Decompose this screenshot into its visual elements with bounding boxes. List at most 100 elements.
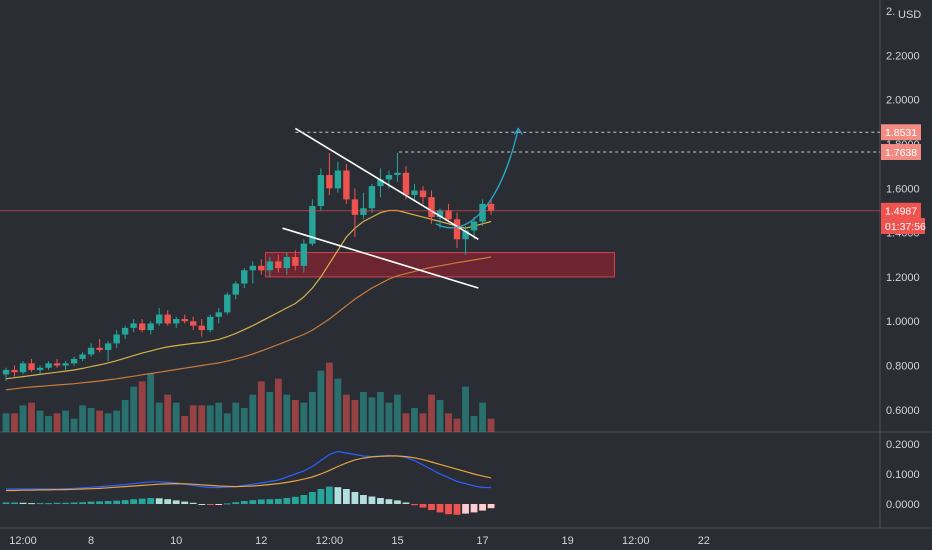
trendline: [294, 127, 479, 240]
candle: [249, 261, 256, 284]
volume-bar: [419, 413, 427, 432]
volume-bar: [172, 402, 180, 432]
macd-hist-bar: [274, 498, 282, 504]
volume-bar: [343, 394, 350, 432]
candle: [70, 356, 78, 366]
time-tick-label: 8: [88, 535, 94, 547]
candle-body: [198, 325, 205, 331]
time-tick-label: 12:00: [622, 535, 650, 547]
ma-fast-line: [5, 209, 492, 380]
candle: [198, 319, 205, 337]
candle-body: [428, 197, 435, 218]
time-tick-label: 12: [255, 535, 267, 547]
candle-body: [275, 261, 282, 269]
trendline: [282, 227, 479, 289]
macd-hist-bar: [181, 501, 189, 504]
macd-hist-bar: [62, 502, 69, 504]
candle: [79, 352, 86, 362]
candle-body: [45, 363, 52, 368]
volume-bar: [274, 378, 282, 432]
volume-bar: [87, 408, 95, 432]
candle-body: [394, 172, 401, 176]
candle-body: [70, 358, 78, 364]
volume-bar: [113, 410, 121, 432]
macd-hist-bar: [283, 498, 291, 504]
ma-slow-line: [5, 256, 492, 391]
candle: [487, 199, 495, 215]
candle: [147, 321, 154, 335]
candle-body: [28, 363, 35, 370]
volume-bar: [79, 405, 86, 432]
candle: [334, 161, 342, 193]
candle: [317, 168, 325, 211]
candle-body: [173, 319, 180, 324]
volume-bar: [2, 413, 10, 432]
candle-body: [266, 261, 274, 271]
volume-bar: [377, 392, 384, 432]
macd-hist-bar: [325, 486, 333, 504]
macd-line: [6, 450, 492, 490]
candle: [292, 250, 299, 271]
candle-body: [96, 347, 103, 351]
macd-hist-bar: [147, 498, 155, 504]
candle: [164, 310, 171, 326]
volume-bar: [155, 402, 163, 432]
price-tick-label: 2.2000: [886, 50, 920, 62]
candle-body: [445, 210, 452, 220]
volume-bar: [351, 400, 359, 432]
candle: [436, 208, 444, 229]
candle-body: [309, 206, 316, 244]
macd-hist-bar: [130, 499, 138, 504]
candle: [215, 307, 222, 324]
macd-hist-bar: [249, 500, 257, 504]
volume-bar: [479, 402, 486, 432]
candle-body: [11, 369, 18, 373]
macd-hist-bar: [462, 504, 469, 514]
macd-hist-bar: [334, 487, 342, 504]
macd-hist-bar: [121, 500, 129, 504]
candle: [300, 239, 308, 273]
candle: [224, 292, 231, 315]
macd-hist-bar: [28, 503, 35, 505]
candle-body: [121, 327, 129, 335]
candle-body: [181, 319, 188, 322]
candle-body: [241, 270, 248, 284]
candle-body: [292, 256, 299, 266]
candle: [155, 307, 163, 326]
price-tag-badge: [881, 217, 925, 234]
macd-hist-bar: [487, 504, 495, 509]
candle: [62, 361, 69, 370]
candle: [377, 168, 384, 198]
candle: [113, 330, 120, 348]
candle: [368, 183, 376, 213]
volume-bar: [70, 418, 78, 432]
macd-hist-bar: [308, 492, 316, 504]
macd-hist-bar: [470, 504, 478, 513]
indicator-tick-label: 0.0000: [886, 499, 920, 511]
volume-bar: [453, 418, 461, 432]
candle: [479, 199, 486, 226]
volume-bar: [385, 402, 393, 432]
macd-hist-bar: [291, 496, 299, 504]
candle: [402, 166, 410, 200]
price-tick-label: 2.: [886, 6, 895, 18]
candle-body: [462, 230, 469, 240]
price-tag-label: 01:37:56: [885, 221, 926, 233]
candle: [138, 319, 146, 333]
candle: [19, 361, 27, 375]
candle: [181, 314, 188, 324]
candle-body: [164, 314, 171, 324]
candle-body: [377, 179, 384, 187]
macd-hist-bar: [223, 503, 231, 505]
candle-body: [62, 363, 69, 366]
time-tick-label: 10: [170, 535, 182, 547]
macd-hist-bar: [104, 501, 112, 504]
volume-bar: [198, 405, 206, 432]
candle-body: [326, 175, 333, 189]
macd-hist-bar: [206, 504, 214, 505]
macd-hist-bar: [257, 499, 265, 504]
candle: [232, 281, 239, 300]
volume-bar: [445, 413, 452, 432]
macd-hist-bar: [300, 495, 308, 504]
volume-bar: [360, 392, 367, 432]
